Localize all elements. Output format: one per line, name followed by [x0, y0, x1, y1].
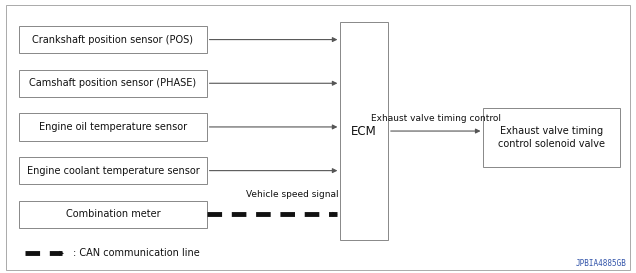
- Text: JPBIA4885GB: JPBIA4885GB: [576, 259, 626, 268]
- Text: Crankshaft position sensor (POS): Crankshaft position sensor (POS): [32, 35, 193, 44]
- Text: ECM: ECM: [351, 124, 377, 138]
- Text: Engine oil temperature sensor: Engine oil temperature sensor: [39, 122, 187, 132]
- Bar: [340, 22, 388, 240]
- Text: Exhaust valve timing
control solenoid valve: Exhaust valve timing control solenoid va…: [498, 126, 605, 149]
- Text: Camshaft position sensor (PHASE): Camshaft position sensor (PHASE): [29, 78, 197, 88]
- Bar: [19, 157, 207, 184]
- Bar: [19, 201, 207, 228]
- Bar: [483, 108, 620, 167]
- Text: Exhaust valve timing control: Exhaust valve timing control: [371, 114, 501, 123]
- Text: Combination meter: Combination meter: [66, 209, 160, 219]
- Text: Engine coolant temperature sensor: Engine coolant temperature sensor: [27, 166, 199, 176]
- Bar: [19, 26, 207, 53]
- Text: : CAN communication line: : CAN communication line: [73, 248, 200, 258]
- Text: Vehicle speed signal: Vehicle speed signal: [246, 190, 339, 199]
- Bar: [19, 113, 207, 141]
- Bar: [19, 70, 207, 97]
